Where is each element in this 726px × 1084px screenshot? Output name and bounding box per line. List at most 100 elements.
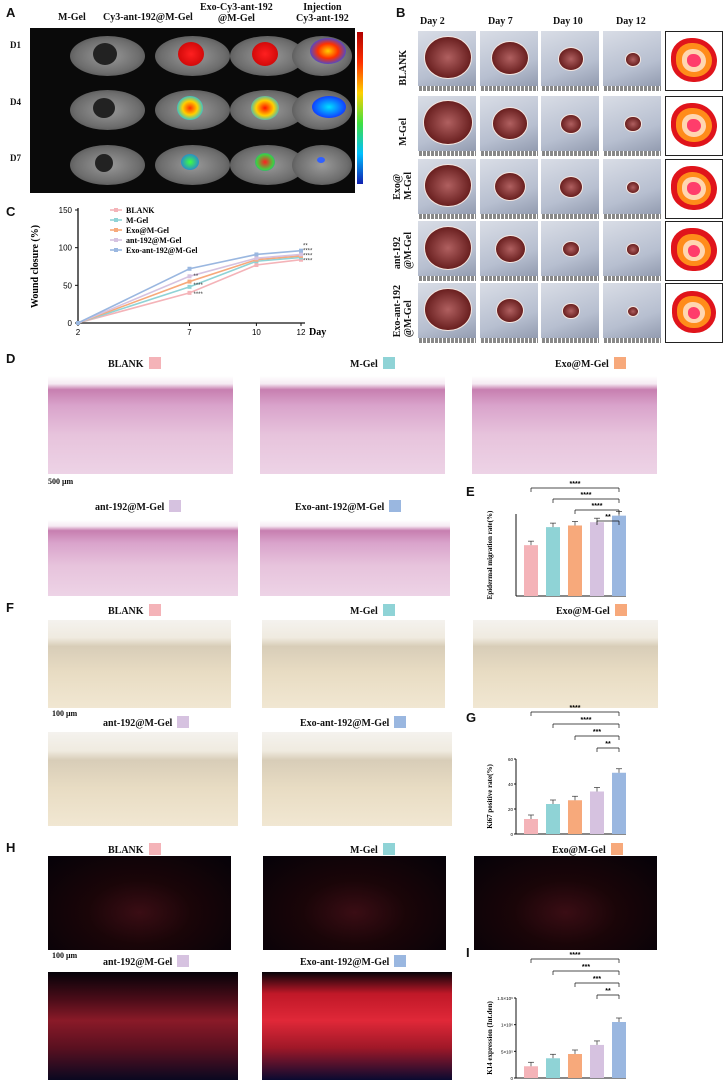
y-tick-label: 1×10⁶ xyxy=(501,1023,513,1028)
ihc-image-exoant xyxy=(262,732,452,826)
x-tick-label: 10 xyxy=(252,328,261,337)
a-col-4: Injection Cy3-ant-192 xyxy=(296,2,349,24)
data-point xyxy=(254,262,259,267)
wound-photo xyxy=(603,31,661,91)
ihc-image-exo xyxy=(473,620,658,708)
data-point xyxy=(187,274,192,279)
a-col-3: Exo-Cy3-ant-192 @M-Gel xyxy=(200,2,273,24)
sig-label: *** xyxy=(593,729,601,736)
a-col-1: M-Gel xyxy=(58,12,86,23)
sig-marker: **** xyxy=(303,259,313,265)
data-point xyxy=(299,248,303,253)
wound-photo xyxy=(480,221,538,281)
y-axis-label: Ki67 positive rate(%) xyxy=(486,764,494,829)
wound-photo xyxy=(480,283,538,343)
b-day-12: Day 12 xyxy=(616,16,646,27)
b-row-exoant: Exo-ant-192 @M-Gel xyxy=(392,285,414,338)
b-row-blank: BLANK xyxy=(398,50,409,86)
data-point xyxy=(187,279,192,284)
bar xyxy=(546,1058,560,1078)
f-label-blank: BLANK xyxy=(108,604,161,617)
wound-photo xyxy=(541,96,599,156)
ihc-image-blank xyxy=(48,620,231,708)
sig-label: ** xyxy=(605,988,611,995)
series-line xyxy=(77,258,302,324)
panel-e-letter: E xyxy=(466,484,475,499)
a-row-d4: D4 xyxy=(10,97,21,107)
b-row-mgel: M-Gel xyxy=(398,118,409,146)
bar xyxy=(524,1066,538,1078)
bar xyxy=(612,1022,626,1078)
bar xyxy=(590,1044,604,1078)
sig-marker: **** xyxy=(194,283,204,289)
legend-label: BLANK xyxy=(126,206,155,215)
b-day-10: Day 10 xyxy=(553,16,583,27)
data-point xyxy=(299,252,303,257)
panel-f-letter: F xyxy=(6,600,14,615)
wound-photo xyxy=(418,221,476,281)
sig-label: **** xyxy=(570,481,581,488)
legend-marker xyxy=(114,208,118,212)
b-day-7: Day 7 xyxy=(488,16,513,27)
d-label-ant: ant-192@M-Gel xyxy=(95,500,182,513)
x-tick-label: 2 xyxy=(76,328,81,337)
if-image-ant xyxy=(48,972,238,1080)
y-axis-label: Wound closure (%) xyxy=(30,225,41,308)
sig-marker: ** xyxy=(194,274,199,280)
wound-photo xyxy=(541,159,599,219)
x-tick-label: 7 xyxy=(187,328,192,337)
wound-photo xyxy=(480,31,538,91)
a-row-d1: D1 xyxy=(10,40,21,50)
he-image-exoant xyxy=(260,520,450,596)
he-image-ant xyxy=(48,520,238,596)
d-label-blank: BLANK xyxy=(108,357,161,370)
a-col-2: Cy3-ant-192@M-Gel xyxy=(103,12,193,23)
bar xyxy=(568,1054,582,1078)
panel-d-letter: D xyxy=(6,351,16,366)
bar xyxy=(568,525,582,596)
y-tick-label: 0 xyxy=(68,319,73,328)
wound-area-schematic xyxy=(665,31,723,91)
legend-marker xyxy=(114,238,118,242)
a-row-d7: D7 xyxy=(10,153,21,163)
sig-label: *** xyxy=(593,976,601,983)
sig-label: *** xyxy=(582,964,590,971)
wound-area-schematic xyxy=(665,96,723,156)
h-label-blank: BLANK xyxy=(108,843,161,856)
wound-photo xyxy=(418,283,476,343)
wound-closure-chart: 0 50 100 150 2 7 10 12 Wound closure (%) Day BLANK… xyxy=(30,206,326,338)
h-label-ant: ant-192@M-Gel xyxy=(103,955,190,968)
d-label-mgel: M-Gel xyxy=(350,357,395,370)
panel-i-letter: I xyxy=(466,945,470,960)
sig-marker: **** xyxy=(303,249,313,255)
wound-photo xyxy=(480,159,538,219)
sig-label: **** xyxy=(581,717,592,724)
data-point xyxy=(299,257,303,262)
b-day-2: Day 2 xyxy=(420,16,445,27)
wound-area-schematic xyxy=(665,221,723,281)
wound-photo xyxy=(603,96,661,156)
y-axis-label: K14 expression (Int.den) xyxy=(486,1001,494,1075)
bar xyxy=(568,800,582,834)
he-image-mgel xyxy=(260,376,445,474)
wound-photo xyxy=(418,96,476,156)
series-line xyxy=(77,255,302,324)
wound-photo xyxy=(541,221,599,281)
b-row-ant: ant-192 @M-Gel xyxy=(392,232,414,270)
data-point xyxy=(254,252,259,257)
panel-h-letter: H xyxy=(6,840,16,855)
if-image-exoant xyxy=(262,972,452,1080)
y-tick-label: 20 xyxy=(508,807,514,812)
wound-photo xyxy=(541,283,599,343)
he-image-blank xyxy=(48,376,233,474)
if-image-mgel xyxy=(263,856,446,950)
if-image-exo xyxy=(474,856,657,950)
panel-g-letter: G xyxy=(466,710,477,725)
wound-photo xyxy=(418,159,476,219)
data-point xyxy=(254,256,259,261)
y-tick-label: 150 xyxy=(59,206,73,215)
f-scale-bar-label: 100 μm xyxy=(52,709,78,718)
f-label-exoant: Exo-ant-192@M-Gel xyxy=(300,716,407,729)
data-point xyxy=(187,290,192,295)
series-line xyxy=(77,256,302,324)
